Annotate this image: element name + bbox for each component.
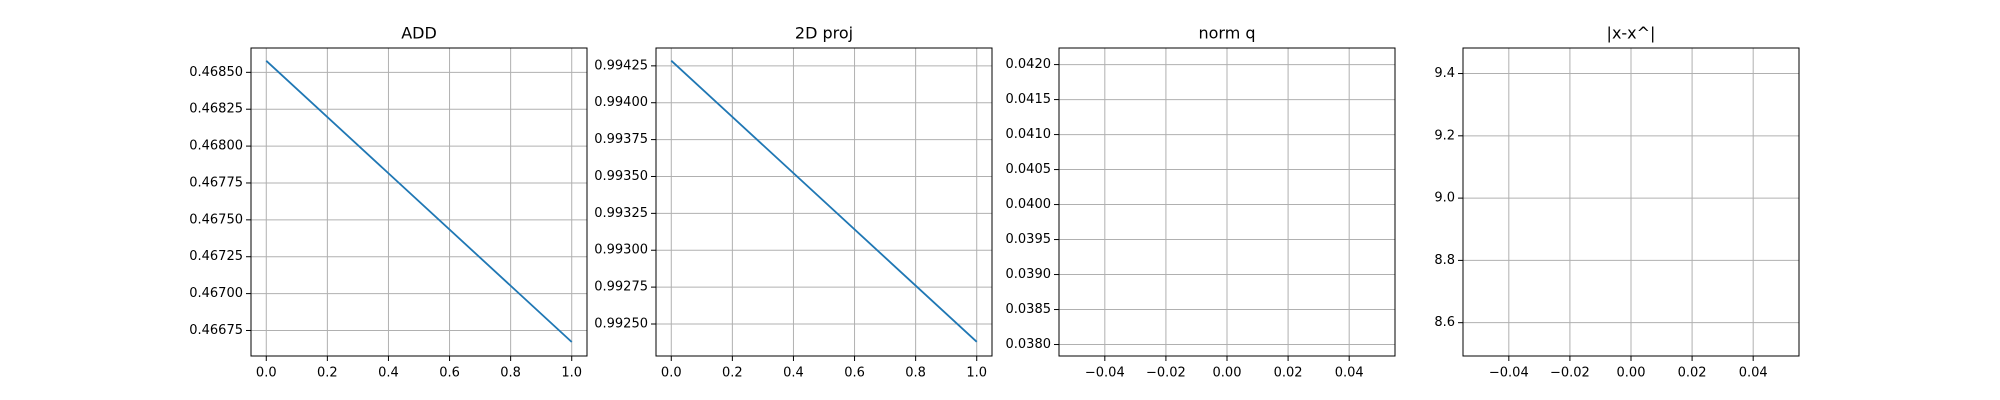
x-tick-label: 0.0 bbox=[661, 366, 682, 381]
y-tick-label: 0.99425 bbox=[594, 58, 648, 73]
y-tick-label: 0.0395 bbox=[1006, 232, 1052, 247]
axes-frame bbox=[655, 47, 993, 357]
data-line bbox=[265, 60, 573, 343]
subplot-title: |x-x^| bbox=[1607, 24, 1656, 43]
y-tick-label: 9.0 bbox=[1434, 191, 1455, 206]
axes-frame bbox=[1462, 47, 1800, 357]
x-tick-label: 0.4 bbox=[783, 366, 804, 381]
subplot-title: 2D proj bbox=[795, 24, 853, 43]
y-tick-label: 0.0415 bbox=[1006, 92, 1052, 107]
x-tick-label: −0.04 bbox=[1489, 366, 1529, 381]
x-tick-label: 0.02 bbox=[1678, 366, 1707, 381]
x-tick-label: −0.02 bbox=[1146, 366, 1186, 381]
y-tick-label: 0.99325 bbox=[594, 206, 648, 221]
y-tick-label: 0.99275 bbox=[594, 280, 648, 295]
y-tick-label: 0.46675 bbox=[189, 323, 243, 338]
y-tick-label: 8.8 bbox=[1434, 253, 1455, 268]
x-tick-label: 0.8 bbox=[500, 366, 521, 381]
subplot-title: norm q bbox=[1198, 24, 1255, 43]
x-tick-label: 0.4 bbox=[378, 366, 399, 381]
y-tick-label: 9.2 bbox=[1434, 128, 1455, 143]
y-tick-label: 0.46800 bbox=[189, 139, 243, 154]
y-tick-label: 0.99350 bbox=[594, 169, 648, 184]
axes-frame bbox=[1058, 47, 1396, 357]
x-tick-label: 0.6 bbox=[439, 366, 460, 381]
y-tick-label: 0.46750 bbox=[189, 212, 243, 227]
x-tick-label: −0.04 bbox=[1085, 366, 1125, 381]
x-tick-label: −0.02 bbox=[1550, 366, 1590, 381]
y-tick-label: 0.46825 bbox=[189, 102, 243, 117]
y-tick-label: 0.0380 bbox=[1006, 337, 1052, 352]
y-tick-label: 0.46850 bbox=[189, 65, 243, 80]
y-tick-label: 0.99300 bbox=[594, 243, 648, 258]
x-tick-label: 1.0 bbox=[561, 366, 582, 381]
x-tick-label: 0.2 bbox=[317, 366, 338, 381]
x-tick-label: 0.04 bbox=[1739, 366, 1768, 381]
y-tick-label: 0.0410 bbox=[1006, 127, 1052, 142]
y-tick-label: 0.99250 bbox=[594, 316, 648, 331]
y-tick-label: 0.99400 bbox=[594, 95, 648, 110]
y-tick-label: 0.46725 bbox=[189, 249, 243, 264]
x-tick-label: 0.0 bbox=[256, 366, 277, 381]
x-tick-label: 0.02 bbox=[1274, 366, 1303, 381]
x-tick-label: 1.0 bbox=[966, 366, 987, 381]
x-tick-label: 0.00 bbox=[1213, 366, 1242, 381]
subplot-title: ADD bbox=[401, 24, 437, 43]
y-tick-label: 9.4 bbox=[1434, 66, 1455, 81]
y-tick-label: 0.99375 bbox=[594, 132, 648, 147]
axes-frame bbox=[250, 47, 588, 357]
y-tick-label: 0.0390 bbox=[1006, 267, 1052, 282]
y-tick-label: 0.0385 bbox=[1006, 302, 1052, 317]
y-tick-label: 8.6 bbox=[1434, 315, 1455, 330]
y-tick-label: 0.0420 bbox=[1006, 57, 1052, 72]
x-tick-label: 0.00 bbox=[1617, 366, 1646, 381]
y-tick-label: 0.46775 bbox=[189, 175, 243, 190]
x-tick-label: 0.6 bbox=[844, 366, 865, 381]
y-tick-label: 0.0400 bbox=[1006, 197, 1052, 212]
x-tick-label: 0.2 bbox=[722, 366, 743, 381]
y-tick-label: 0.46700 bbox=[189, 286, 243, 301]
data-line bbox=[670, 60, 978, 343]
x-tick-label: 0.04 bbox=[1335, 366, 1364, 381]
x-tick-label: 0.8 bbox=[905, 366, 926, 381]
y-tick-label: 0.0405 bbox=[1006, 162, 1052, 177]
